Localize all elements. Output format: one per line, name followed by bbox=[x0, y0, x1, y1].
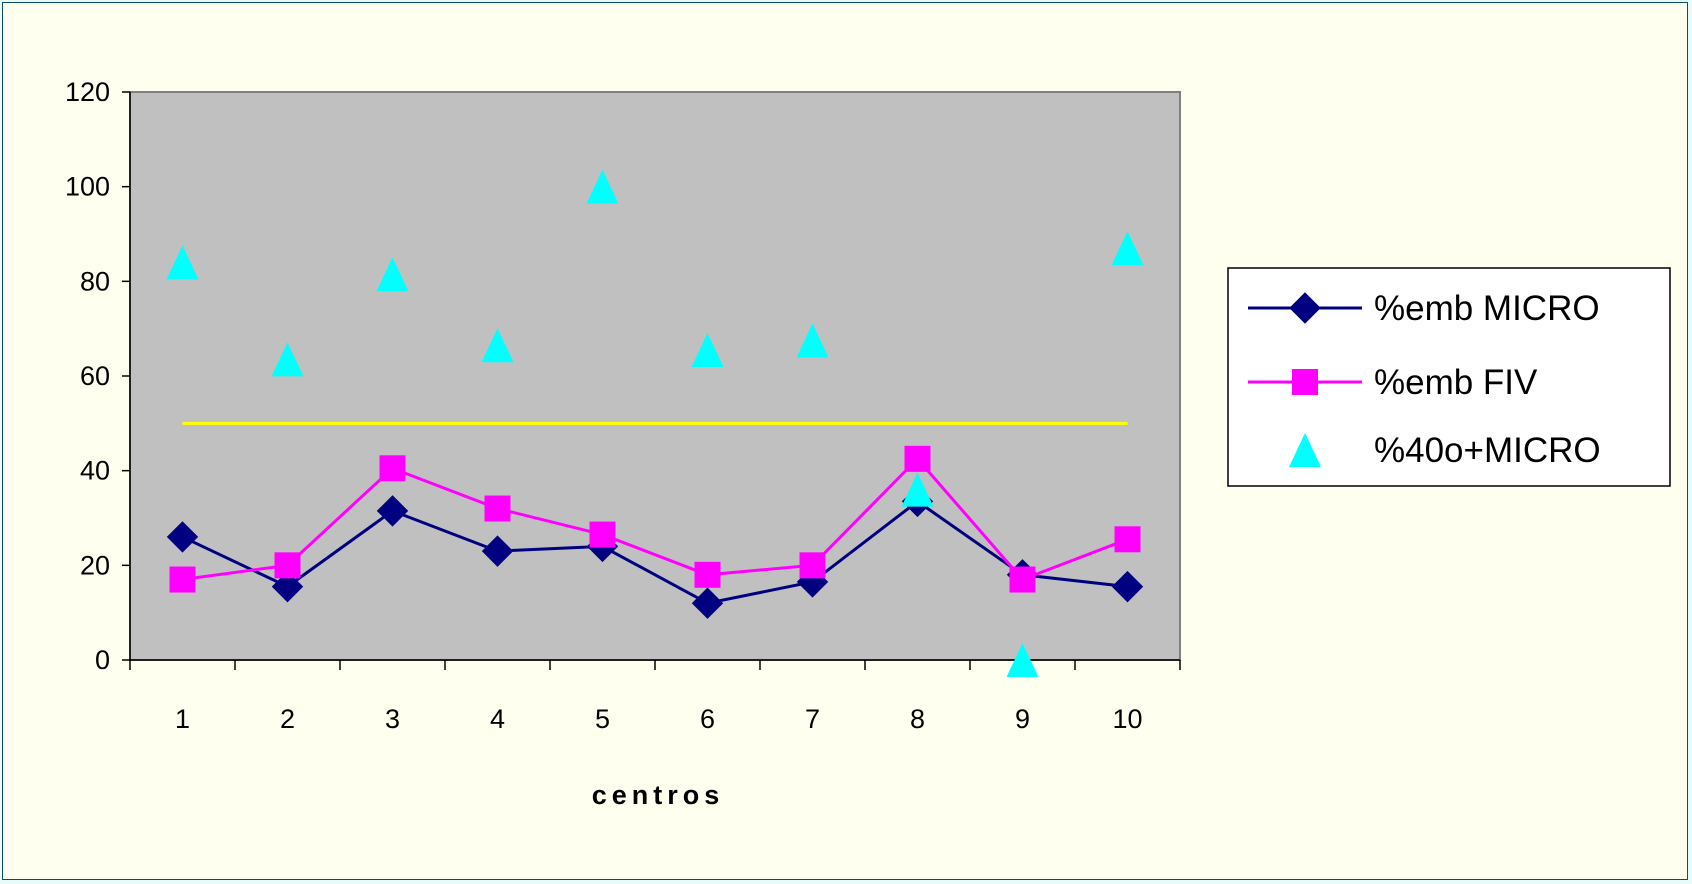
data-point bbox=[274, 552, 301, 579]
x-axis-title: centros bbox=[592, 780, 725, 810]
y-axis: 0 20 40 60 80 100 120 bbox=[65, 77, 131, 675]
data-point bbox=[691, 587, 724, 619]
y-tick-label: 60 bbox=[80, 361, 110, 391]
x-tick-label: 8 bbox=[910, 704, 925, 734]
series-line bbox=[181, 499, 1128, 605]
data-point bbox=[484, 495, 511, 522]
x-tick-label: 6 bbox=[700, 704, 715, 734]
y-tick-label: 0 bbox=[95, 645, 110, 675]
series-line bbox=[182, 456, 1129, 582]
data-point bbox=[166, 521, 199, 553]
data-point bbox=[481, 535, 514, 567]
data-point bbox=[379, 455, 406, 482]
x-tick-label: 1 bbox=[175, 704, 190, 734]
x-tick-label: 3 bbox=[385, 704, 400, 734]
series-1 bbox=[169, 445, 1141, 593]
plot-area bbox=[129, 91, 1181, 661]
x-tick-label: 9 bbox=[1015, 704, 1030, 734]
data-point bbox=[271, 342, 304, 377]
series-2 bbox=[166, 169, 1144, 677]
x-tick-label: 2 bbox=[280, 704, 295, 734]
y-tick-label: 120 bbox=[65, 77, 110, 107]
x-tick-label: 4 bbox=[490, 704, 505, 734]
x-tick-label: 7 bbox=[805, 704, 820, 734]
legend-marker bbox=[1289, 433, 1321, 467]
data-point bbox=[481, 328, 514, 363]
legend-marker bbox=[1292, 369, 1318, 395]
data-point bbox=[1009, 566, 1036, 593]
y-tick-label: 80 bbox=[80, 266, 110, 296]
data-point bbox=[691, 332, 724, 367]
y-tick-label: 20 bbox=[80, 550, 110, 580]
x-tick-label: 5 bbox=[595, 704, 610, 734]
data-point bbox=[376, 257, 409, 292]
legend-label: %40o+MICRO bbox=[1374, 431, 1601, 470]
data-point bbox=[1114, 526, 1141, 553]
x-tick-label: 10 bbox=[1112, 704, 1142, 734]
data-point bbox=[586, 169, 619, 204]
legend-label: %emb FIV bbox=[1374, 363, 1538, 402]
x-axis: 1 2 3 4 5 6 7 8 9 10 bbox=[129, 659, 1181, 734]
data-point bbox=[694, 561, 721, 588]
data-point bbox=[1111, 231, 1144, 266]
legend-marker bbox=[1289, 292, 1321, 324]
data-point bbox=[169, 566, 196, 593]
data-point bbox=[796, 323, 829, 358]
data-point bbox=[904, 445, 931, 472]
data-point bbox=[799, 552, 826, 579]
data-point bbox=[166, 245, 199, 280]
data-point bbox=[1006, 643, 1039, 677]
data-point bbox=[1111, 570, 1144, 603]
data-point bbox=[271, 570, 304, 603]
data-point bbox=[589, 521, 616, 548]
data-point bbox=[376, 495, 409, 527]
legend: %emb MICRO %emb FIV %40o+MICRO bbox=[1227, 267, 1671, 487]
y-tick-label: 100 bbox=[65, 172, 110, 202]
legend-label: %emb MICRO bbox=[1374, 289, 1600, 328]
y-tick-label: 40 bbox=[80, 456, 110, 486]
series-layer bbox=[166, 169, 1144, 677]
data-point bbox=[901, 472, 934, 507]
